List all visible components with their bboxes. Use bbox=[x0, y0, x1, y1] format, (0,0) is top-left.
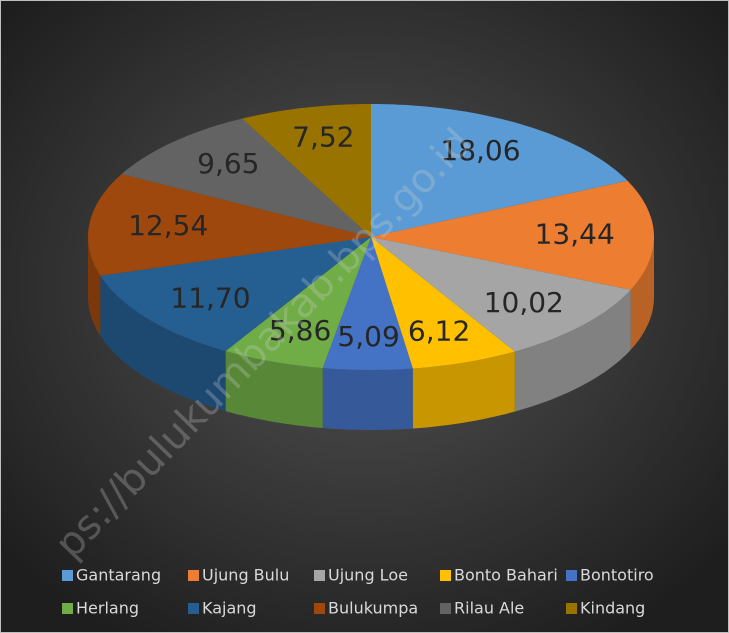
slice bbox=[322, 237, 413, 370]
legend-swatch bbox=[566, 570, 577, 581]
legend-label: Gantarang bbox=[76, 566, 161, 585]
legend-label: Herlang bbox=[76, 599, 139, 618]
data-label: 5,86 bbox=[269, 314, 331, 347]
slice-side bbox=[88, 237, 101, 336]
slice bbox=[371, 237, 631, 352]
legend-swatch bbox=[188, 570, 199, 581]
legend-swatch bbox=[314, 603, 325, 614]
legend-label: Ujung Bulu bbox=[202, 566, 289, 585]
legend-label: Bulukumpa bbox=[328, 599, 418, 618]
slice bbox=[100, 237, 372, 352]
legend-label: Bonto Bahari bbox=[454, 566, 558, 585]
slice bbox=[242, 104, 371, 237]
legend-swatch bbox=[62, 570, 73, 581]
legend-label: Kindang bbox=[580, 599, 645, 618]
slice-side bbox=[412, 351, 515, 429]
legend-label: Bontotiro bbox=[580, 566, 654, 585]
data-label: 11,70 bbox=[170, 281, 250, 314]
legend-swatch bbox=[314, 570, 325, 581]
slice-side bbox=[100, 275, 226, 412]
data-label: 13,44 bbox=[535, 218, 615, 251]
slice bbox=[88, 174, 371, 276]
slice-side bbox=[225, 351, 323, 428]
legend-swatch bbox=[440, 570, 451, 581]
slice-side bbox=[630, 237, 654, 350]
legend-swatch bbox=[566, 603, 577, 614]
legend-label: Ujung Loe bbox=[328, 566, 408, 585]
data-label: 9,65 bbox=[197, 147, 259, 180]
data-label: 12,54 bbox=[128, 209, 208, 242]
legend-swatch bbox=[440, 603, 451, 614]
data-label: 10,02 bbox=[484, 286, 564, 319]
slice bbox=[225, 237, 371, 368]
labels: 18,06 13,44 10,02 6,12 5,095,86 11,70 12,54 9,6… bbox=[128, 121, 615, 353]
pie bbox=[88, 104, 654, 430]
slice bbox=[371, 237, 515, 369]
legend-swatch bbox=[62, 603, 73, 614]
data-label: 7,52 bbox=[292, 121, 354, 154]
legend-label: Rilau Ale bbox=[454, 599, 524, 618]
data-label: 18,06 bbox=[440, 134, 520, 167]
slice-side bbox=[514, 289, 631, 412]
legend-label: Kajang bbox=[202, 599, 257, 618]
legend-swatch bbox=[188, 603, 199, 614]
slice bbox=[371, 104, 628, 237]
slice-side bbox=[322, 368, 413, 430]
legend: Gantarang Ujung Bulu Ujung Loe Bonto Bahari… bbox=[62, 566, 654, 618]
data-label: 5,09 bbox=[337, 320, 399, 353]
data-label: 6,12 bbox=[408, 314, 470, 347]
slice bbox=[371, 180, 654, 290]
slice bbox=[121, 118, 371, 237]
